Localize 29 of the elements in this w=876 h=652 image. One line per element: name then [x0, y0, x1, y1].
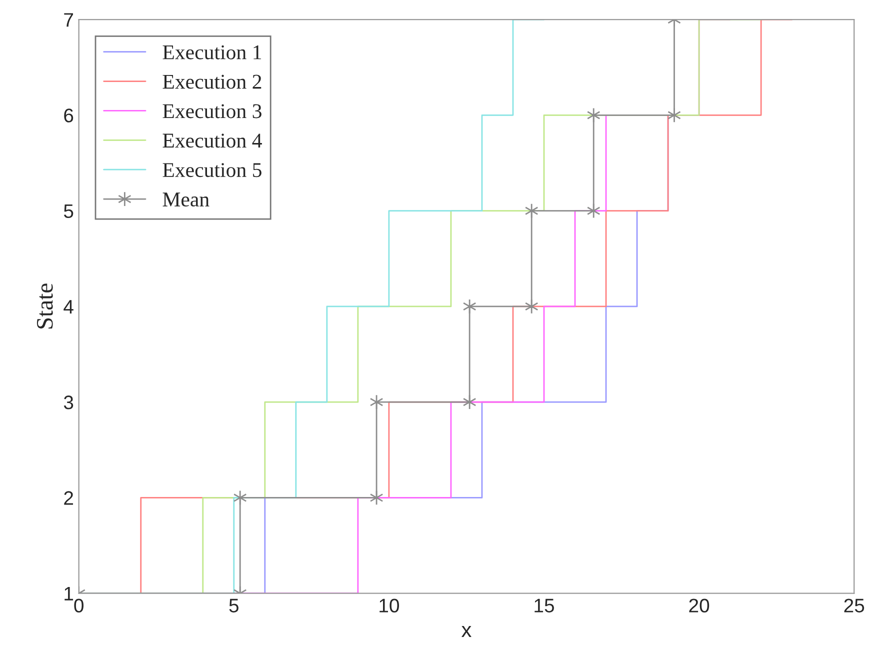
x-tick-label: 5 [229, 598, 238, 612]
point [586, 108, 600, 123]
point [524, 298, 538, 314]
y-axis-title: State [36, 284, 53, 328]
legend-label: Execution 3 [162, 104, 262, 118]
point [462, 394, 476, 410]
point [586, 203, 600, 218]
legend-label: Execution 5 [162, 163, 262, 178]
y-tick-label: 1 [64, 586, 74, 600]
y-tick-label: 3 [64, 396, 74, 410]
y-tick-label: 2 [64, 491, 74, 505]
x-tick-label: 0 [74, 598, 84, 612]
point [524, 203, 538, 218]
x-tick-label: 10 [380, 598, 399, 612]
point [462, 298, 476, 314]
x-axis-title: x [461, 626, 472, 637]
legend-label: Execution 1 [162, 45, 262, 60]
x-tick-label: 25 [844, 598, 864, 612]
y-tick-label: 5 [64, 204, 74, 218]
point [668, 108, 681, 123]
point [233, 490, 247, 506]
y-tick-label: 4 [64, 300, 74, 314]
legend-label: Mean [162, 192, 210, 207]
y-tick-label: 7 [64, 13, 74, 27]
legend-label: Execution 2 [162, 74, 262, 89]
x-tick-label: 15 [534, 598, 554, 612]
x-tick-label: 20 [689, 598, 710, 612]
legend-label: Execution 4 [162, 134, 262, 148]
y-tick-label: 6 [64, 108, 74, 122]
